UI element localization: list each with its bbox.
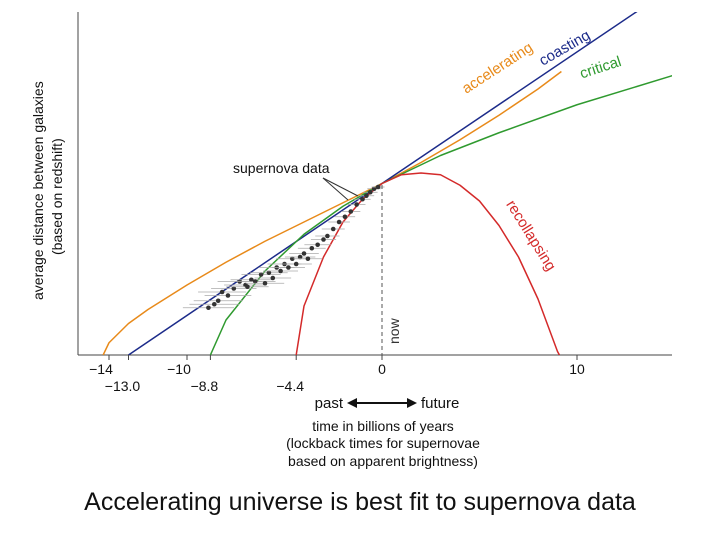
x-tick-label: 0 (378, 361, 386, 377)
series-line-recollapsing (295, 172, 561, 355)
x-tick-label: −13.0 (105, 378, 141, 394)
supernova-point (286, 265, 291, 270)
x-axis-label-line3: based on apparent brightness) (288, 453, 478, 469)
now-label: now (386, 317, 402, 344)
supernova-point (252, 279, 258, 284)
supernova-point (212, 301, 217, 307)
series-label-accelerating: accelerating (459, 39, 536, 97)
supernova-points (182, 184, 385, 311)
supernova-pointer-2 (322, 177, 359, 197)
supernova-point (368, 189, 373, 195)
supernova-point (266, 270, 272, 276)
chart: −14 −10 0 10−13.0 −8.8 −4.4 accelerating coast… (30, 12, 672, 469)
x-tick-label: −10 (167, 361, 191, 377)
x-tick-label: −8.8 (191, 378, 219, 394)
supernova-point (293, 261, 299, 267)
series-line-accelerating (102, 70, 562, 355)
supernova-point (206, 305, 211, 311)
supernova-point (231, 286, 237, 291)
supernova-point (301, 251, 307, 256)
future-label: future (421, 395, 459, 412)
supernova-point (270, 275, 276, 281)
supernova-point (225, 293, 231, 298)
past-label: past (315, 395, 344, 412)
supernova-point (258, 272, 264, 277)
arrowhead-left (347, 398, 357, 408)
supernova-point (315, 242, 320, 248)
supernova-point (219, 289, 225, 295)
supernova-point (354, 202, 359, 207)
series-curves (102, 12, 672, 355)
x-tick-label: −4.4 (276, 378, 304, 394)
supernova-point (215, 298, 221, 304)
supernova-point (336, 219, 342, 225)
x-ticks: −14 −10 0 10 −13.0 −8.8 −4.4 (89, 355, 585, 394)
supernova-point (297, 254, 303, 260)
supernova-point (342, 214, 348, 220)
x-axis-label-line1: time in billions of years (312, 418, 454, 434)
supernova-point (245, 284, 250, 290)
series-line-critical (209, 74, 672, 355)
x-tick-label: −14 (89, 361, 113, 377)
supernova-point (262, 280, 268, 286)
supernova-point (321, 237, 326, 242)
slide-caption: Accelerating universe is best fit to sup… (84, 488, 636, 516)
supernova-point (290, 256, 295, 262)
y-axis-label-line2: (based on redshift) (49, 138, 65, 255)
supernova-pointer-1 (322, 177, 349, 201)
supernova-data-label: supernova data (233, 160, 330, 176)
supernova-point (330, 226, 336, 232)
supernova-point (325, 233, 330, 239)
supernova-point (305, 256, 311, 262)
x-axis-label-line2: (lockback times for supernovae (286, 435, 480, 451)
y-axis-label-line1: average distance between galaxies (30, 81, 46, 300)
arrowhead-right (407, 398, 417, 408)
supernova-point (364, 193, 369, 199)
x-tick-label: 10 (569, 361, 585, 377)
supernova-point (371, 186, 377, 192)
series-label-recollapsing: recollapsing (502, 197, 559, 274)
supernova-point (249, 277, 254, 283)
supernova-point (309, 245, 315, 251)
supernova-point (278, 268, 283, 274)
supernova-point (348, 209, 354, 214)
supernova-point (375, 184, 381, 190)
series-label-critical: critical (578, 53, 624, 82)
supernova-point (360, 196, 365, 202)
